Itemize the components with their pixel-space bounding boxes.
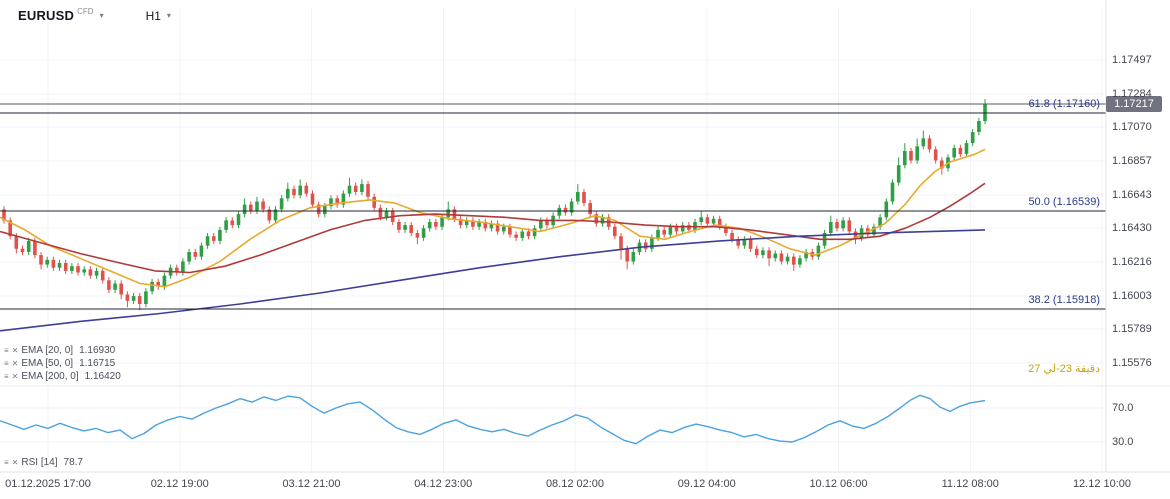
indicator-name-label: EMA [50, 0] bbox=[21, 358, 74, 369]
indicator-legend-row: ≡ ✕ EMA [50, 0] 1.16715 bbox=[4, 357, 121, 370]
rsi-axis-label: 70.0 bbox=[1112, 402, 1134, 414]
ema-50-line[interactable] bbox=[0, 182, 986, 274]
time-axis[interactable]: 01.12.2025 17:00 02.12 19:00 03.12 21:00 04… bbox=[0, 476, 1170, 496]
price-axis-label: 1.16003 bbox=[1112, 289, 1152, 302]
instrument-type-label: CFD bbox=[77, 7, 94, 16]
indicator-settings-icon[interactable]: ≡ bbox=[4, 457, 9, 467]
time-axis-label: 04.12 23:00 bbox=[414, 478, 473, 490]
indicator-value-label: 1.16420 bbox=[84, 371, 121, 382]
price-axis-label: 1.16643 bbox=[1112, 188, 1152, 201]
price-axis-label: 1.15576 bbox=[1112, 357, 1152, 369]
last-price-badge: 1.17217 bbox=[1106, 96, 1162, 113]
price-axis-label: 1.16216 bbox=[1112, 256, 1152, 268]
ema-indicator-legend: ≡ ✕ EMA [20, 0] 1.16930 ≡ ✕ EMA [50, 0] 1.16715… bbox=[4, 344, 121, 383]
fib-retracement-lines bbox=[0, 112, 1106, 310]
ema-200-line[interactable] bbox=[0, 229, 986, 332]
indicator-settings-icon[interactable]: ≡ bbox=[4, 371, 9, 381]
indicator-remove-icon[interactable]: ✕ bbox=[11, 371, 19, 381]
price-axis[interactable]: 1.17217 1.17497 1.17284 1.17070 1.16857 1.16… bbox=[1106, 0, 1170, 472]
fib-level-label: 38.2 (1.15918) bbox=[1028, 294, 1100, 307]
indicator-value-label: 78.7 bbox=[63, 457, 83, 468]
rsi-indicator-legend: ≡ ✕ RSI [14] 78.7 bbox=[4, 456, 83, 469]
indicator-settings-icon[interactable]: ≡ bbox=[4, 358, 9, 368]
time-axis-label: 03.12 21:00 bbox=[282, 478, 341, 490]
symbol-name[interactable]: EURUSD bbox=[18, 8, 75, 23]
time-axis-label: 01.12.2025 17:00 bbox=[5, 478, 91, 490]
fib-level-label: 61.8 (1.17160) bbox=[1028, 98, 1100, 111]
symbol-dropdown-caret-icon[interactable]: ▾ bbox=[99, 11, 104, 20]
price-axis-label: 1.17284 bbox=[1112, 87, 1152, 100]
time-axis-label: 12.12 10:00 bbox=[1072, 478, 1132, 490]
candle-countdown-label: دقيقة 23-لي 27 bbox=[1028, 363, 1100, 375]
indicator-remove-icon[interactable]: ✕ bbox=[11, 457, 19, 467]
price-axis-label: 1.17070 bbox=[1112, 121, 1152, 134]
time-axis-label: 09.12 04:00 bbox=[677, 478, 736, 490]
indicator-value-label: 1.16715 bbox=[79, 358, 116, 369]
price-axis-label: 1.16430 bbox=[1112, 222, 1152, 235]
indicator-settings-icon[interactable]: ≡ bbox=[4, 345, 9, 355]
symbol-header: EURUSD CFD ▾ H1 ▾ bbox=[18, 7, 171, 23]
ema-20-line[interactable] bbox=[0, 148, 986, 288]
pane-dividers bbox=[0, 0, 1170, 473]
indicator-name-label: EMA [200, 0] bbox=[21, 371, 79, 382]
indicator-legend-row: ≡ ✕ RSI [14] 78.7 bbox=[4, 456, 83, 469]
indicator-remove-icon[interactable]: ✕ bbox=[11, 345, 19, 355]
time-axis-label: 08.12 02:00 bbox=[545, 478, 605, 490]
timeframe-dropdown-caret-icon[interactable]: ▾ bbox=[166, 11, 171, 20]
fib-level-label: 50.0 (1.16539) bbox=[1028, 196, 1100, 209]
indicator-remove-icon[interactable]: ✕ bbox=[11, 358, 19, 368]
price-axis-label: 1.16857 bbox=[1112, 155, 1152, 167]
time-axis-label: 10.12 06:00 bbox=[809, 478, 868, 490]
price-axis-label: 1.15789 bbox=[1112, 323, 1152, 336]
price-axis-label: 1.17497 bbox=[1112, 54, 1152, 66]
time-axis-label: 11.12 08:00 bbox=[941, 478, 999, 490]
timeframe-selector[interactable]: H1 bbox=[145, 8, 161, 23]
indicator-name-label: RSI [14] bbox=[21, 457, 58, 468]
time-axis-label: 02.12 19:00 bbox=[150, 478, 209, 490]
gridlines bbox=[0, 8, 1106, 472]
rsi-axis-label: 30.0 bbox=[1112, 436, 1134, 448]
rsi-line[interactable] bbox=[0, 394, 986, 445]
indicator-legend-row: ≡ ✕ EMA [200, 0] 1.16420 bbox=[4, 370, 121, 383]
indicator-name-label: EMA [20, 0] bbox=[21, 345, 74, 356]
indicator-legend-row: ≡ ✕ EMA [20, 0] 1.16930 bbox=[4, 344, 121, 357]
indicator-value-label: 1.16930 bbox=[79, 345, 116, 356]
